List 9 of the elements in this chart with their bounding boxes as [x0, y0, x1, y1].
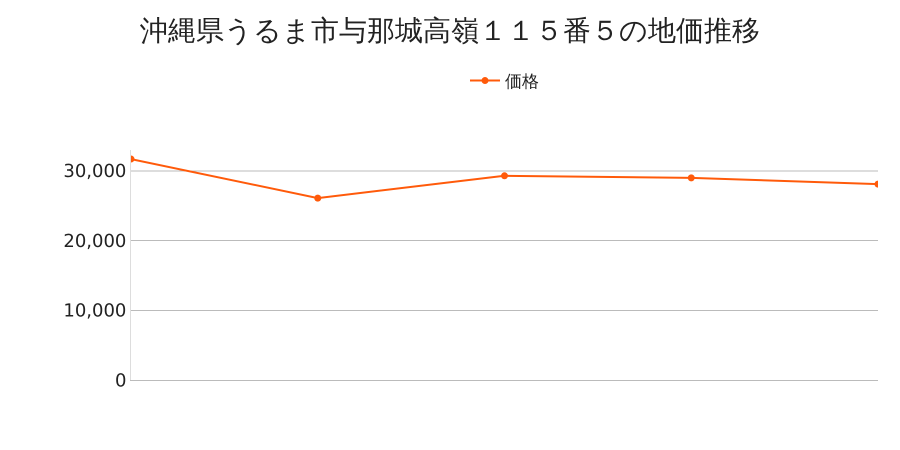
chart-title: 沖縄県うるま市与那城高嶺１１５番５の地価推移: [140, 14, 760, 47]
point: [688, 174, 695, 182]
y-tick-label: 0: [114, 370, 126, 392]
point: [501, 172, 508, 180]
point: [314, 194, 322, 202]
y-tick-label: 30,000: [63, 161, 126, 182]
y-tick-label: 20,000: [63, 230, 126, 252]
legend-label: 価格: [505, 72, 539, 92]
y-tick-label: 10,000: [63, 300, 126, 322]
